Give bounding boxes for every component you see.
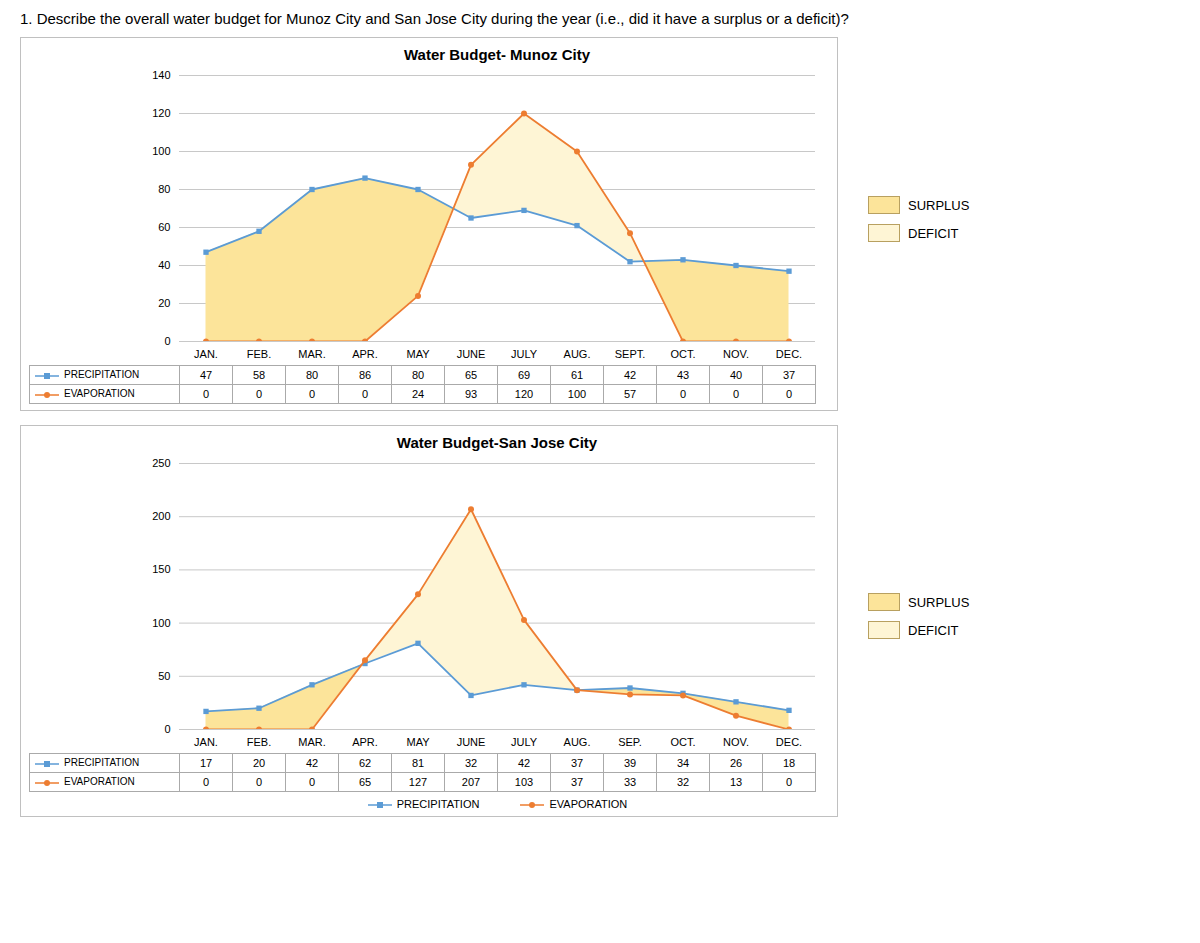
svg-text:DEC.: DEC.: [776, 736, 802, 748]
html-text:42: 42: [517, 757, 531, 769]
svg-text:OCT.: OCT.: [670, 736, 695, 748]
html-text:24: 24: [411, 388, 425, 400]
html-text:13: 13: [729, 776, 743, 788]
html-text:33: 33: [623, 776, 637, 788]
html-text:207: 207: [461, 776, 481, 788]
html-text:86: 86: [358, 369, 372, 381]
html-text:0: 0: [308, 776, 316, 788]
html-text:0: 0: [202, 776, 210, 788]
svg-text:NOV.: NOV.: [723, 348, 749, 360]
svg-text:AUG.: AUG.: [564, 348, 591, 360]
svg-text:AUG.: AUG.: [564, 736, 591, 748]
svg-text:100: 100: [152, 617, 170, 629]
svg-text:JAN.: JAN.: [194, 736, 218, 748]
svg-text:80: 80: [158, 183, 170, 195]
html-text:43: 43: [676, 369, 690, 381]
html-text:0: 0: [785, 776, 793, 788]
svg-text:60: 60: [158, 221, 170, 233]
svg-text:20: 20: [158, 297, 170, 309]
html-text:0: 0: [255, 388, 263, 400]
html-text:SURPLUS: SURPLUS: [908, 594, 970, 610]
html-text:127: 127: [408, 776, 428, 788]
html-text:65: 65: [464, 369, 478, 381]
svg-text:APR.: APR.: [352, 348, 378, 360]
html-text:65: 65: [358, 776, 372, 788]
html-text:57: 57: [623, 388, 637, 400]
svg-text:JULY: JULY: [511, 348, 538, 360]
html-text:0: 0: [361, 388, 369, 400]
html-text:17: 17: [199, 757, 213, 769]
html-text:DEFICIT: DEFICIT: [908, 622, 959, 638]
svg-text:JUNE: JUNE: [457, 736, 486, 748]
svg-text:0: 0: [164, 335, 170, 347]
svg-text:JULY: JULY: [511, 736, 538, 748]
html-text:0: 0: [679, 388, 687, 400]
svg-text:FEB.: FEB.: [247, 736, 271, 748]
svg-text:FEB.: FEB.: [247, 348, 271, 360]
html-text:SURPLUS: SURPLUS: [908, 197, 970, 213]
html-text:EVAPORATION: EVAPORATION: [64, 776, 135, 788]
html-text:120: 120: [514, 388, 534, 400]
svg-text:JAN.: JAN.: [194, 348, 218, 360]
html-text:Water Budget-San Jose City: Water Budget-San Jose City: [396, 434, 598, 451]
html-text:42: 42: [623, 369, 637, 381]
html-text:32: 32: [464, 757, 478, 769]
html-text:0: 0: [308, 388, 316, 400]
html-text:80: 80: [411, 369, 425, 381]
svg-text:DEC.: DEC.: [776, 348, 802, 360]
svg-text:NOV.: NOV.: [723, 736, 749, 748]
svg-text:SEP.: SEP.: [618, 736, 642, 748]
svg-text:50: 50: [158, 670, 170, 682]
html-text:EVAPORATION: EVAPORATION: [64, 388, 135, 400]
html-text:PRECIPITATION: PRECIPITATION: [64, 757, 140, 769]
svg-text:120: 120: [152, 107, 170, 119]
html-text:0: 0: [785, 388, 793, 400]
html-text:PRECIPITATION: PRECIPITATION: [396, 798, 480, 810]
html-text:EVAPORATION: EVAPORATION: [549, 798, 628, 810]
html-text:37: 37: [570, 776, 584, 788]
html-text:26: 26: [729, 757, 743, 769]
html-text:80: 80: [305, 369, 319, 381]
html-text:Water Budget- Munoz City: Water Budget- Munoz City: [404, 46, 590, 63]
svg-text:APR.: APR.: [352, 736, 378, 748]
html-text:39: 39: [623, 757, 637, 769]
svg-text:140: 140: [152, 69, 170, 81]
svg-text:100: 100: [152, 145, 170, 157]
html-text:40: 40: [729, 369, 743, 381]
svg-text:MAY: MAY: [406, 348, 430, 360]
html-text:1. Describe the overall water: 1. Describe the overall water budget for…: [20, 10, 849, 27]
html-text:0: 0: [255, 776, 263, 788]
html-text:100: 100: [567, 388, 587, 400]
html-text:61: 61: [570, 369, 584, 381]
svg-text:40: 40: [158, 259, 170, 271]
html-text:37: 37: [570, 757, 584, 769]
html-text:81: 81: [411, 757, 425, 769]
html-text:0: 0: [732, 388, 740, 400]
html-text:62: 62: [358, 757, 372, 769]
html-text:PRECIPITATION: PRECIPITATION: [64, 369, 140, 381]
html-text:20: 20: [252, 757, 266, 769]
svg-text:MAY: MAY: [406, 736, 430, 748]
html-text:34: 34: [676, 757, 690, 769]
html-text:32: 32: [676, 776, 690, 788]
html-text:0: 0: [202, 388, 210, 400]
html-text:58: 58: [252, 369, 266, 381]
html-text:103: 103: [514, 776, 534, 788]
svg-text:200: 200: [152, 510, 170, 522]
svg-text:SEPT.: SEPT.: [615, 348, 646, 360]
svg-text:150: 150: [152, 563, 170, 575]
html-text:37: 37: [782, 369, 796, 381]
html-text:42: 42: [305, 757, 319, 769]
html-text:47: 47: [199, 369, 213, 381]
html-text:93: 93: [464, 388, 478, 400]
svg-text:250: 250: [152, 457, 170, 469]
html-text:69: 69: [517, 369, 531, 381]
html-text:18: 18: [782, 757, 796, 769]
svg-text:MAR.: MAR.: [298, 736, 326, 748]
html-text:DEFICIT: DEFICIT: [908, 225, 959, 241]
svg-text:JUNE: JUNE: [457, 348, 486, 360]
svg-text:MAR.: MAR.: [298, 348, 326, 360]
svg-text:OCT.: OCT.: [670, 348, 695, 360]
svg-text:0: 0: [164, 723, 170, 735]
